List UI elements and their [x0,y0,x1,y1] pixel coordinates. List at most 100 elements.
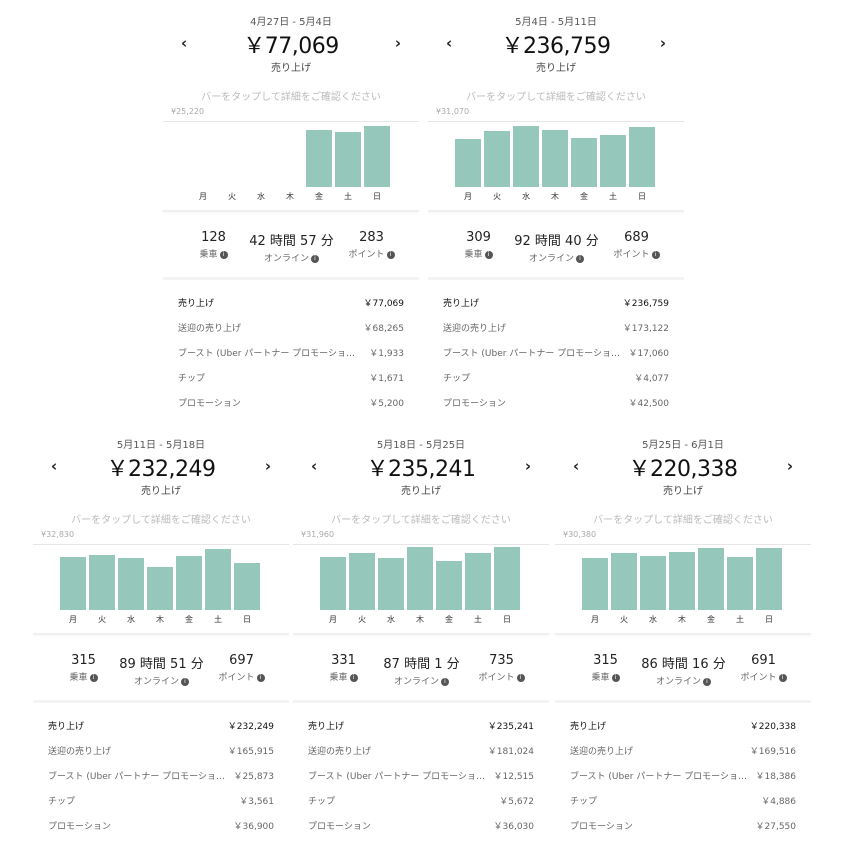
day-bar[interactable] [465,553,491,610]
day-bar[interactable] [582,558,608,610]
breakdown-label: プロモーション [570,822,633,832]
prev-week-button[interactable]: ‹ [181,34,188,52]
breakdown-row: ブースト (Uber パートナー プロモーショ… ￥1,933 [178,346,404,359]
info-icon[interactable]: i [576,254,584,263]
day-label: 日 [638,192,646,201]
day-bar[interactable] [378,558,404,610]
chart-hint: バーをタップして詳細をご確認ください [466,92,646,103]
info-icon[interactable]: i [89,673,98,682]
prev-week-button[interactable]: ‹ [573,457,580,475]
breakdown-label: ブースト (Uber パートナー プロモーショ… [308,772,486,782]
weekly-earnings-panel: 4月27日 - 5月4日 ￥77,069 ‹ › 売り上げ バーをタップして詳細をご確認く… [163,0,419,418]
day-bar[interactable] [234,563,260,610]
next-week-button[interactable]: › [524,457,531,475]
day-bar[interactable] [205,549,231,610]
prev-week-button[interactable]: ‹ [51,457,58,475]
prev-week-button[interactable]: ‹ [446,34,453,52]
date-range: 5月11日 - 5月18日 [116,440,206,451]
info-icon[interactable]: i [256,673,265,682]
breakdown-label: 送迎の売り上げ [178,324,242,334]
info-icon[interactable]: i [703,677,711,686]
breakdown-row: プロモーション ￥27,550 [570,819,796,832]
day-bar[interactable] [118,558,144,610]
info-icon[interactable]: i [441,677,449,686]
day-bar[interactable] [349,553,375,610]
day-bar[interactable] [320,557,346,610]
breakdown-value: ￥36,900 [233,822,275,832]
breakdown-value: ￥36,030 [493,822,535,832]
breakdown-row: プロモーション ￥5,200 [178,396,404,409]
sales-label: 売り上げ [271,63,311,74]
day-bar[interactable] [727,557,753,610]
stat-label-wrap: 乗車 i [41,670,126,683]
next-week-button[interactable]: › [394,34,401,52]
day-label: 木 [416,615,424,624]
day-bar[interactable] [640,556,666,610]
stat-value: 42 時間 57 分 [249,234,334,249]
info-icon[interactable]: i [516,673,525,682]
chart-max-label: ¥32,830 [41,530,75,539]
day-bar[interactable] [176,556,202,610]
stat-points: 691 ポイント i [721,653,806,683]
stat-value: 87 時間 1 分 [383,657,460,672]
next-week-button[interactable]: › [264,457,271,475]
stat-label: オンライン [528,254,574,264]
info-icon[interactable]: i [651,250,660,259]
day-bar[interactable] [306,130,332,187]
stat-value: 697 [229,653,254,668]
day-bar[interactable] [669,552,695,610]
info-icon[interactable]: i [349,673,358,682]
chart-max-label: ¥25,220 [171,107,205,116]
breakdown-row: 売り上げ ￥236,759 [443,296,669,309]
day-bar[interactable] [60,557,86,610]
day-bar[interactable] [756,548,782,610]
day-bar[interactable] [407,547,433,610]
info-icon[interactable]: i [386,250,395,259]
next-week-button[interactable]: › [786,457,793,475]
day-bar[interactable] [147,567,173,610]
stat-label-wrap: オンライン i [379,674,464,687]
day-bar[interactable] [542,130,568,187]
day-bar[interactable] [571,138,597,187]
stat-value: 735 [489,653,514,668]
day-bar[interactable] [629,127,655,187]
breakdown-row: 送迎の売り上げ ￥165,915 [48,744,274,757]
day-label: 土 [609,192,617,201]
info-icon[interactable]: i [219,250,228,259]
date-range: 5月4日 - 5月11日 [515,17,597,28]
day-bar[interactable] [364,126,390,187]
info-icon[interactable]: i [611,673,620,682]
prev-week-button[interactable]: ‹ [311,457,318,475]
stat-online: 92 時間 40 分オンライン i [514,230,599,264]
breakdown-row: チップ ￥1,671 [178,371,404,384]
breakdown-value: ￥235,241 [487,722,534,732]
info-icon[interactable]: i [484,250,493,259]
next-week-button[interactable]: › [659,34,666,52]
breakdown-label: 送迎の売り上げ [570,747,634,757]
sales-label: 売り上げ [663,486,703,497]
day-label: 火 [228,192,236,201]
day-bar[interactable] [611,553,637,610]
info-icon[interactable]: i [778,673,787,682]
breakdown-value: ￥1,671 [369,374,404,384]
stat-label: オンライン [263,254,309,264]
stat-points: 689 ポイント i [594,230,679,260]
info-icon[interactable]: i [181,677,189,686]
day-bar[interactable] [600,135,626,187]
day-bar[interactable] [436,561,462,610]
day-bar[interactable] [494,547,520,610]
info-icon[interactable]: i [311,254,319,263]
day-bar[interactable] [335,132,361,187]
day-bar[interactable] [484,131,510,187]
day-label: 火 [98,615,106,624]
day-bar[interactable] [698,548,724,610]
breakdown-value: ￥5,200 [369,399,404,409]
day-bar[interactable] [513,126,539,187]
chart-hint: バーをタップして詳細をご確認ください [71,515,251,526]
day-bar[interactable] [89,555,115,610]
weekly-earnings-panel: 5月18日 - 5月25日 ￥235,241 ‹ › 売り上げ バーをタップして詳細をご確… [293,423,549,841]
day-label: 木 [156,615,164,624]
breakdown-label: ブースト (Uber パートナー プロモーショ… [443,349,621,359]
day-label: 木 [678,615,686,624]
day-bar[interactable] [455,139,481,187]
